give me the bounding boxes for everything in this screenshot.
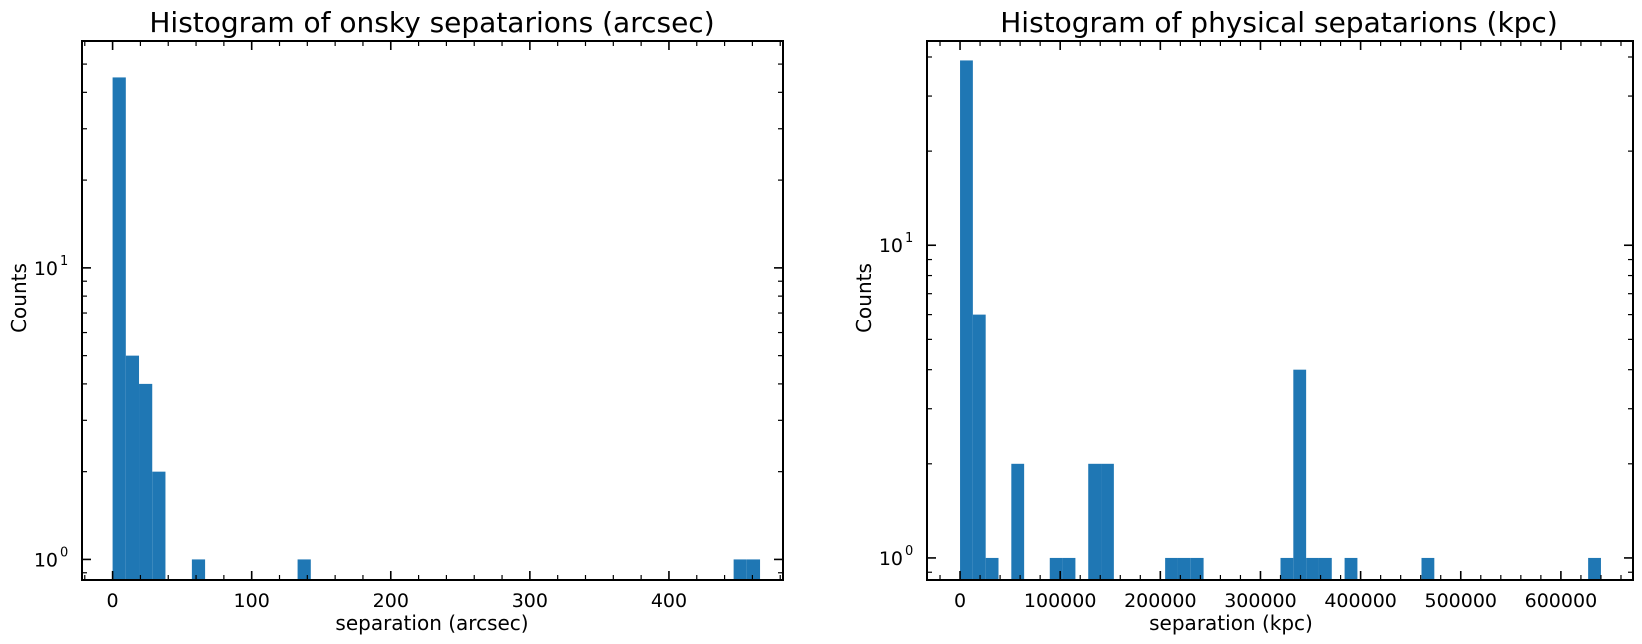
histogram-bar: [1165, 557, 1178, 580]
histogram-bar: [1306, 557, 1319, 580]
x-axis-label: separation (kpc): [1149, 611, 1313, 635]
x-tick-label: 500000: [1424, 590, 1497, 612]
y-tick-exponent: 1: [905, 231, 913, 246]
y-tick-exponent: 1: [60, 254, 68, 269]
histogram-bar: [139, 383, 153, 580]
x-tick-label: 200: [373, 590, 409, 612]
histogram-bar: [1062, 557, 1076, 580]
histogram-bar: [1177, 557, 1191, 580]
x-tick-label: 400: [651, 590, 687, 612]
histogram-bar: [191, 559, 206, 580]
histogram-bar: [152, 471, 166, 580]
x-tick-label: 0: [107, 590, 119, 612]
y-tick-exponent: 0: [60, 545, 68, 560]
x-axis-label: separation (arcsec): [335, 611, 528, 635]
y-tick-exponent: 0: [905, 544, 913, 559]
histogram-bar: [985, 557, 999, 580]
x-tick-label: 400000: [1324, 590, 1397, 612]
y-tick-label: 10: [879, 235, 903, 257]
x-tick-label: 200000: [1124, 590, 1197, 612]
chart-physical-separations: Histogram of physical sepatarions (kpc) …: [852, 6, 1634, 635]
histogram-bar: [1293, 369, 1307, 580]
histogram-bar: [1318, 557, 1332, 580]
histogram-bar: [1421, 557, 1435, 580]
histogram-bar: [960, 60, 973, 581]
y-axis-label: Counts: [852, 263, 876, 333]
x-tick-label: 100: [234, 590, 270, 612]
histogram-bar: [746, 559, 761, 580]
chart-title: Histogram of onsky sepatarions (arcsec): [149, 6, 714, 39]
x-tick-label: 0: [954, 590, 966, 612]
x-tick-label: 100000: [1024, 590, 1097, 612]
y-tick-label: 10: [34, 258, 58, 280]
histogram-bar: [1588, 557, 1601, 580]
histogram-bar: [1011, 463, 1025, 580]
histogram-bar: [972, 314, 986, 580]
x-tick-label: 300: [512, 590, 548, 612]
histogram-bar: [112, 77, 126, 581]
histogram-bar: [1280, 557, 1294, 580]
histogram-bar: [1049, 557, 1063, 580]
y-axis-label: Counts: [7, 263, 31, 333]
histogram-bar: [1088, 463, 1102, 580]
histogram-bar: [1190, 557, 1204, 580]
chart-onsky-separations: Histogram of onsky sepatarions (arcsec) …: [7, 6, 784, 635]
chart-title: Histogram of physical sepatarions (kpc): [1000, 6, 1558, 39]
y-tick-label: 10: [34, 549, 58, 571]
histogram-bar: [1344, 557, 1358, 580]
histogram-bar: [733, 559, 747, 580]
plot-frame: [926, 40, 1634, 581]
histogram-bar: [125, 355, 140, 580]
histogram-bar: [1101, 463, 1114, 580]
y-tick-label: 10: [879, 548, 903, 570]
histogram-bar: [297, 559, 311, 580]
x-tick-label: 600000: [1525, 590, 1598, 612]
x-tick-label: 300000: [1224, 590, 1297, 612]
plot-frame: [81, 40, 784, 581]
